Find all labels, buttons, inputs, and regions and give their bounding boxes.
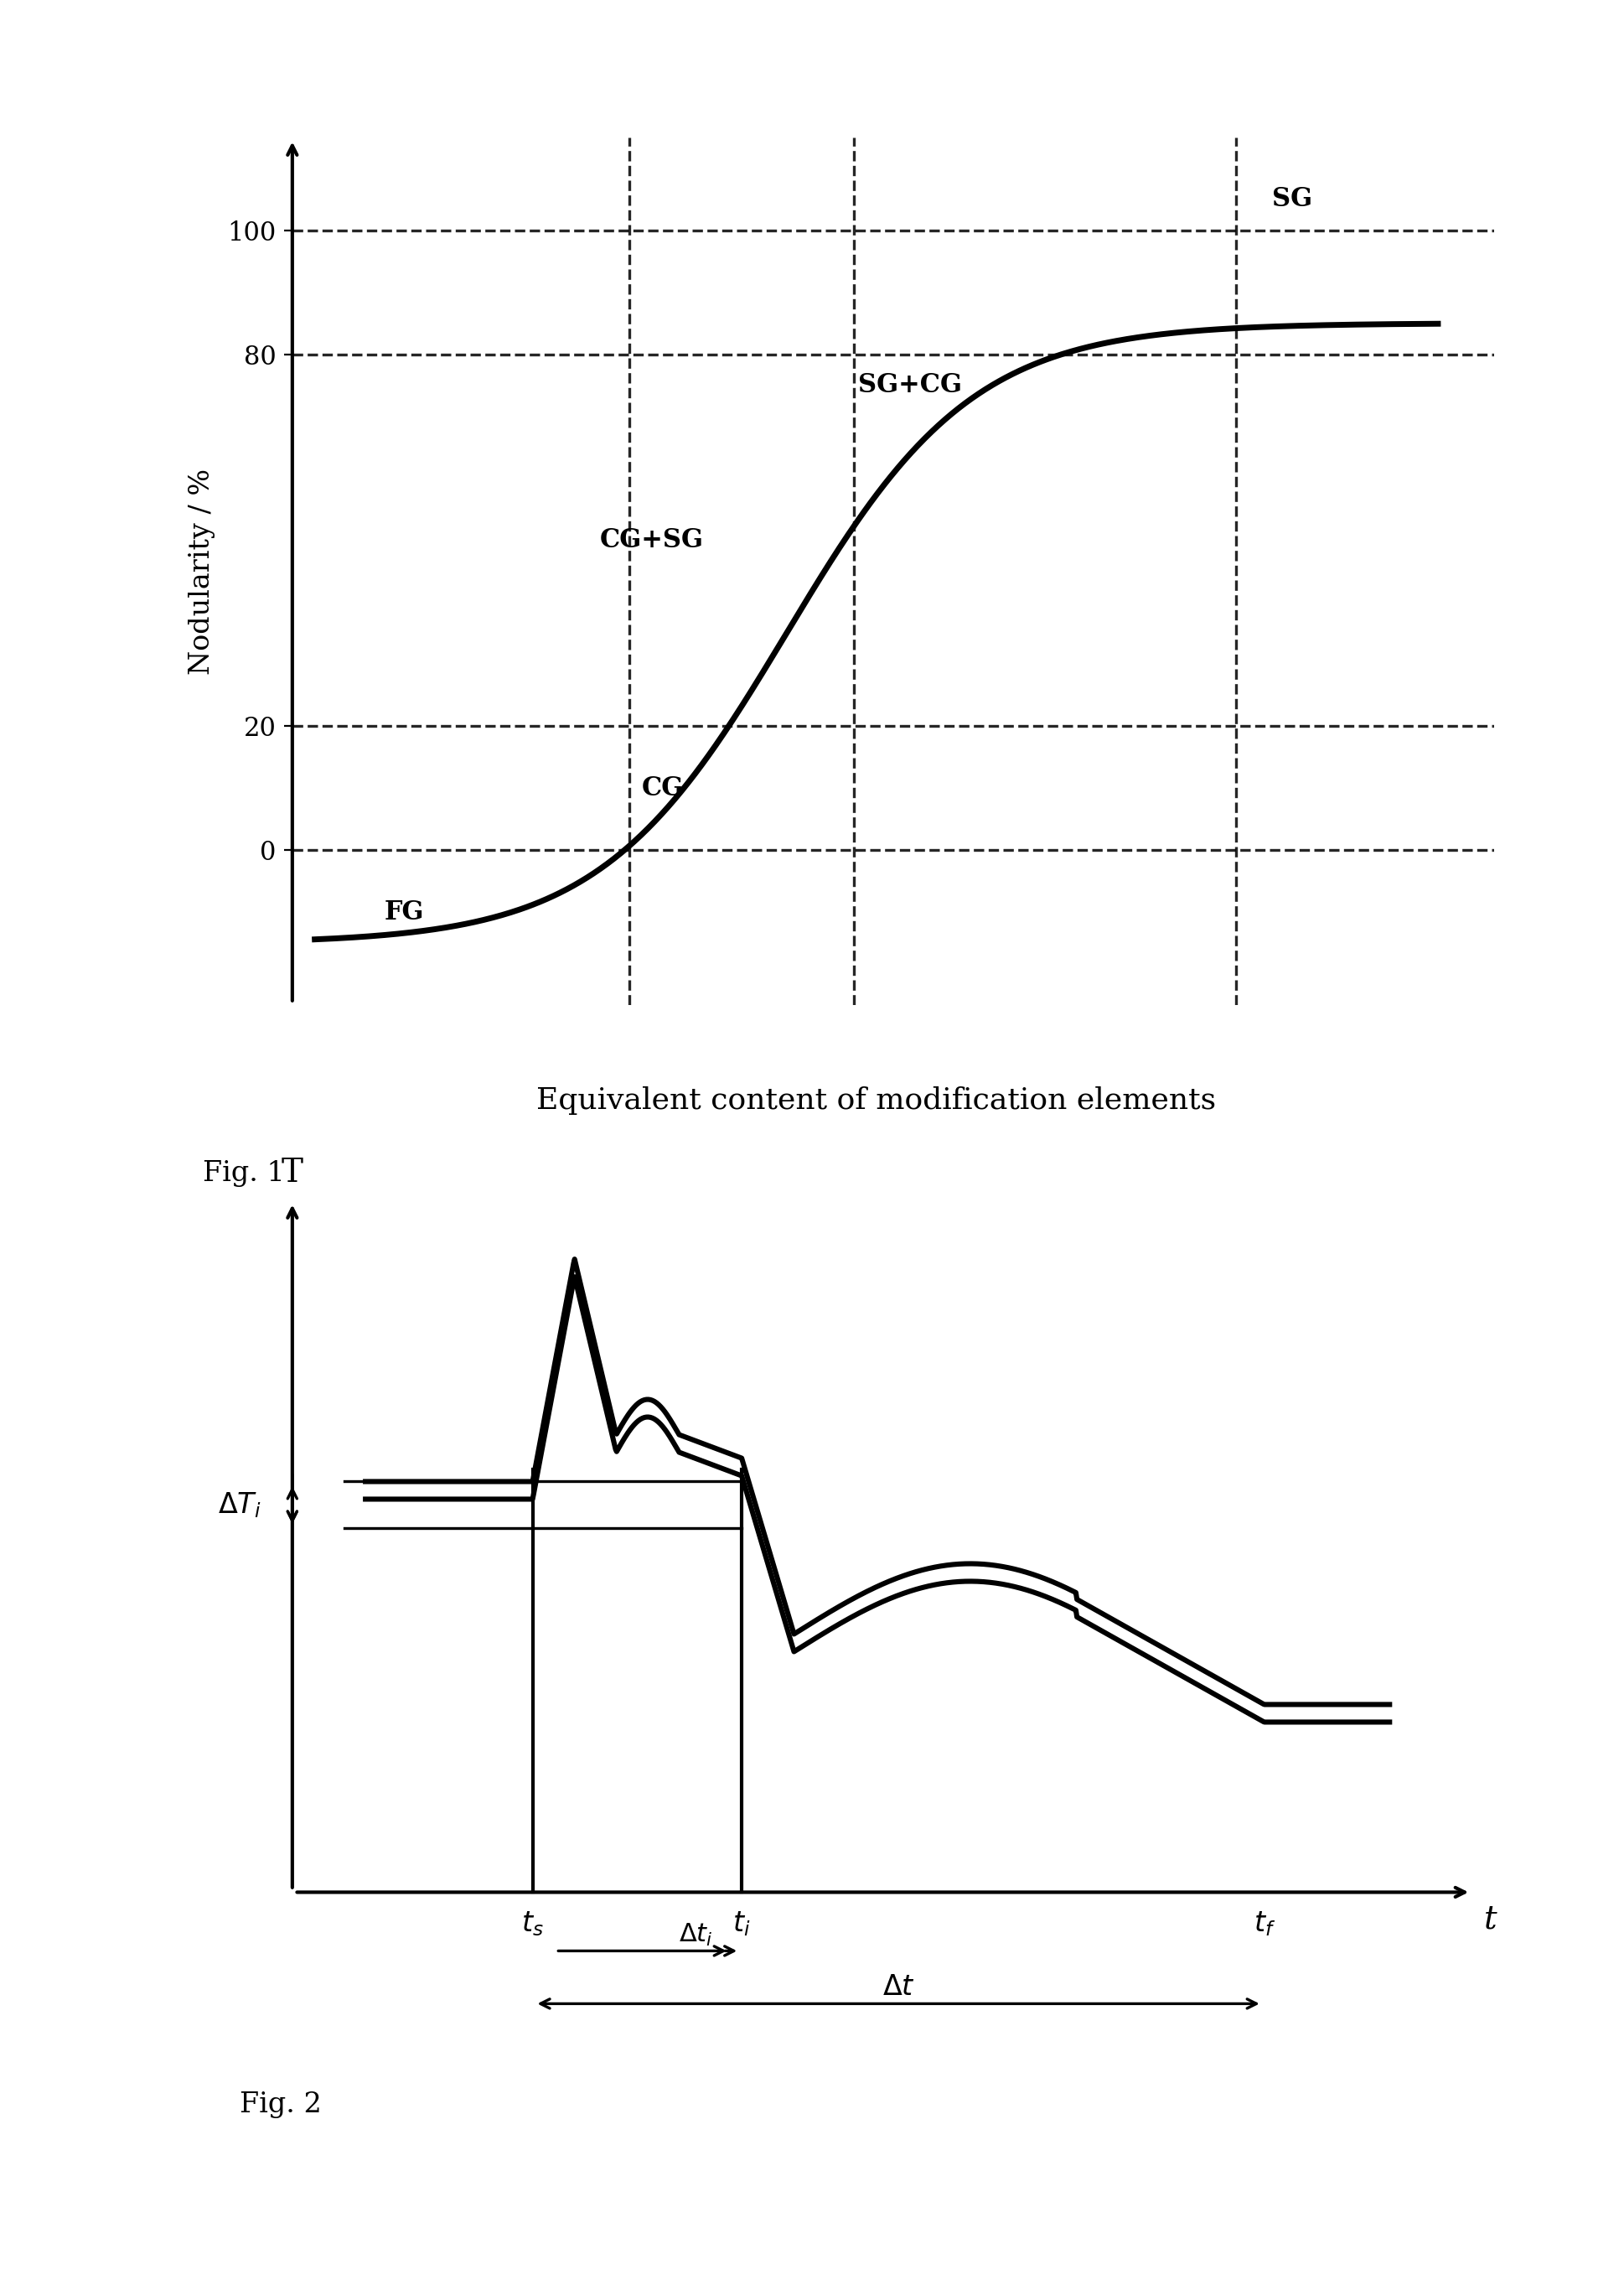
Text: $t_f$: $t_f$	[1254, 1910, 1275, 1938]
Text: T: T	[281, 1156, 304, 1188]
Text: SG+CG: SG+CG	[857, 372, 961, 398]
Text: $\Delta T_i$: $\Delta T_i$	[218, 1490, 261, 1520]
Text: Equivalent content of modification elements: Equivalent content of modification eleme…	[536, 1085, 1216, 1115]
Text: CG: CG	[641, 775, 684, 802]
Text: $\Delta t$: $\Delta t$	[882, 1974, 914, 2002]
Text: CG+SG: CG+SG	[599, 528, 703, 553]
Text: Fig. 1: Fig. 1	[203, 1161, 284, 1188]
Text: FG: FG	[385, 900, 424, 925]
Text: Fig. 2: Fig. 2	[240, 2091, 322, 2118]
Text: $\Delta t_i$: $\Delta t_i$	[679, 1922, 713, 1947]
Text: $t_i$: $t_i$	[732, 1910, 750, 1938]
Y-axis label: Nodularity / %: Nodularity / %	[188, 468, 216, 674]
Text: SG: SG	[1272, 185, 1312, 213]
Text: t: t	[1484, 1903, 1497, 1935]
Text: $t_s$: $t_s$	[521, 1910, 544, 1938]
